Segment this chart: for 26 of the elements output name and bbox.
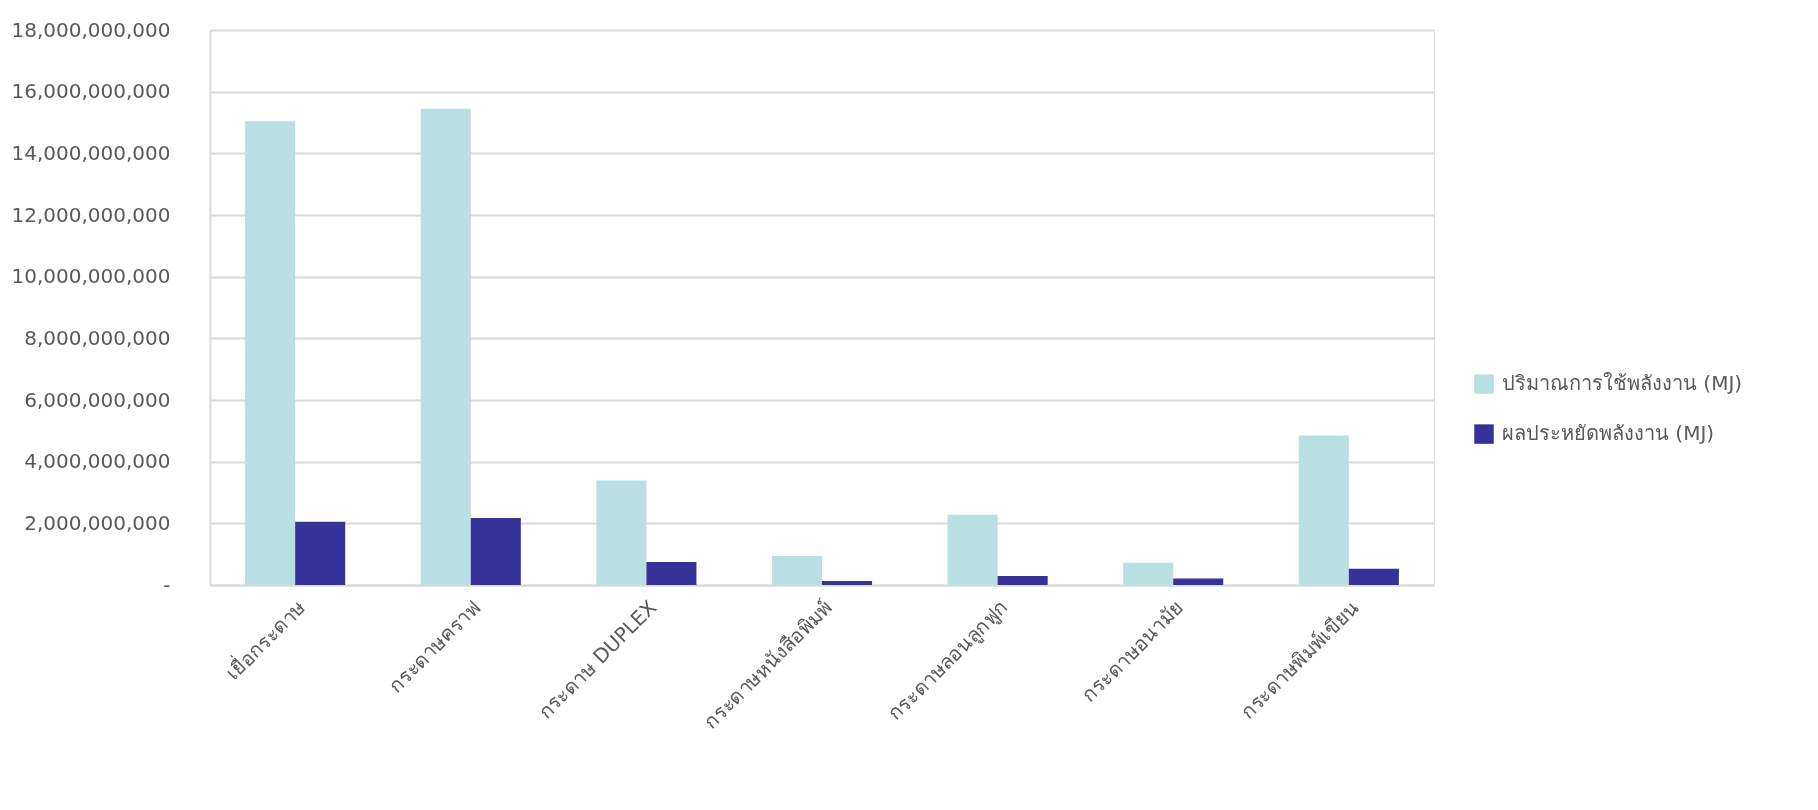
- bar: [245, 121, 296, 585]
- bar: [420, 108, 471, 585]
- y-tick-label: 2,000,000,000: [24, 510, 171, 535]
- bar: [596, 480, 647, 585]
- bar: [1348, 568, 1399, 585]
- y-tick-label: 18,000,000,000: [11, 17, 171, 42]
- bar: [646, 561, 697, 585]
- bar: [947, 514, 998, 585]
- y-tick-label: 14,000,000,000: [11, 140, 171, 165]
- bar: [771, 556, 822, 585]
- y-tick-label: 4,000,000,000: [24, 449, 171, 474]
- y-tick-label: 16,000,000,000: [11, 79, 171, 104]
- y-tick-label: 12,000,000,000: [11, 202, 171, 227]
- bar: [822, 580, 873, 585]
- y-tick-label: 6,000,000,000: [24, 387, 171, 412]
- bar: [1173, 578, 1224, 585]
- y-tick-label: -: [163, 572, 171, 597]
- bar: [997, 576, 1048, 585]
- y-tick-label: 8,000,000,000: [24, 325, 171, 350]
- bar: [1123, 562, 1174, 585]
- bar: [470, 518, 521, 585]
- legend-label: ผลประหยัดพลังงาน (MJ): [1502, 421, 1715, 446]
- y-tick-label: 10,000,000,000: [11, 264, 171, 289]
- bar: [1298, 435, 1349, 585]
- legend-label: ปริมาณการใช้พลังงาน (MJ): [1502, 371, 1743, 396]
- bar: [295, 521, 346, 585]
